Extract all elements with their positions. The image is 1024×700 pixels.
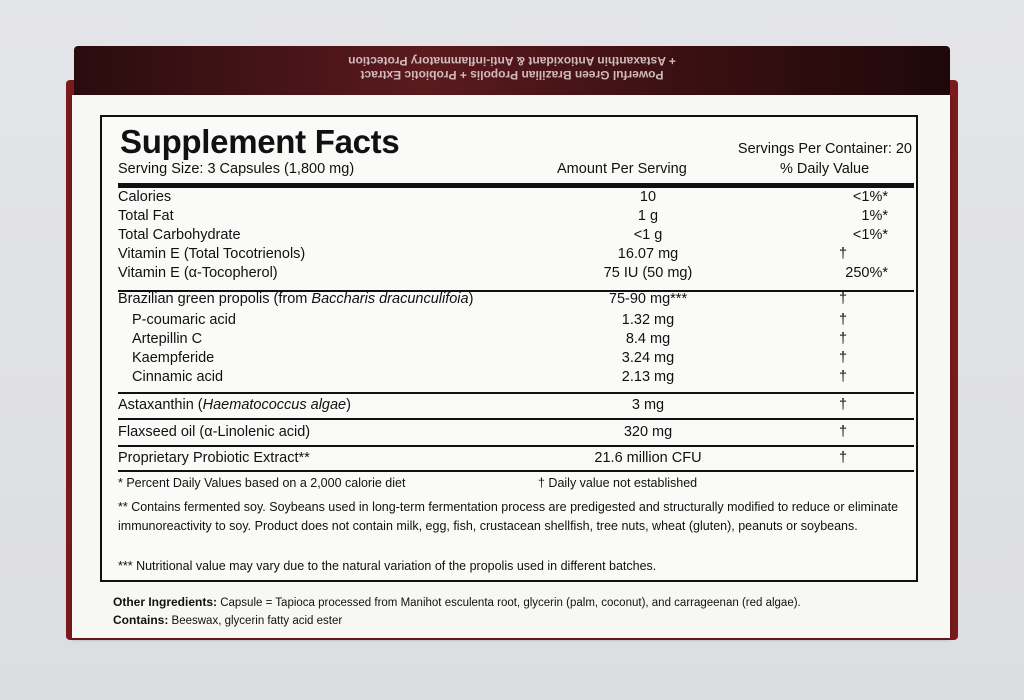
nutrient-name: P-coumaric acid [132,312,236,328]
nutrient-amount: 1.32 mg [621,312,675,328]
facts-row: Vitamin E (Total Tocotrienols) 16.07 mg … [118,246,916,265]
nutrient-amount: 16.07 mg [617,246,679,262]
facts-title: Supplement Facts [120,123,400,160]
flap-tagline: Powerful Green Brazilian Propolis + Prob… [348,54,676,82]
facts-row: Vitamin E (α-Tocopherol) 75 IU (50 mg) 2… [118,265,916,284]
facts-row: Total Fat 1 g 1%* [118,208,916,227]
facts-row: Artepillin C 8.4 mg † [118,331,916,350]
nutrient-dv: † [838,331,848,347]
nutrient-name: Cinnamic acid [132,369,224,385]
nutrient-amount: 10 [639,189,657,205]
servings-per-container: Servings Per Container: 20 [737,141,912,157]
nutrient-amount: 2.13 mg [621,369,675,385]
nutrient-dv: 1%* [861,208,888,224]
nutrient-dv: † [838,350,848,366]
facts-row-flaxseed: Flaxseed oil (α-Linolenic acid) 320 mg † [118,424,848,440]
nutrient-name: Vitamin E (Total Tocotrienols) [118,246,306,262]
divider [118,418,914,420]
col-dv-header: % Daily Value [780,161,870,177]
nutrient-dv: <1%* [852,189,888,205]
thick-divider [118,183,914,188]
nutrient-name: Calories [118,189,172,205]
nutrient-amount: 75 IU (50 mg) [603,265,693,281]
footnote-percent-dv: * Percent Daily Values based on a 2,000 … [118,476,698,490]
nutrient-dv: † [838,369,848,385]
nutrient-name: Total Carbohydrate [118,227,241,243]
box-top-flap: Powerful Green Brazilian Propolis + Prob… [74,46,950,96]
facts-row-astaxanthin: Astaxanthin (Haematococcus algae) 3 mg † [118,397,848,413]
divider [118,392,914,394]
nutrient-name: Kaempferide [132,350,215,366]
divider [118,445,914,447]
facts-row: Calories 10 <1%* [118,189,916,208]
facts-row-propolis: Brazilian green propolis (from Baccharis… [118,291,848,307]
nutrient-name: Total Fat [118,208,174,224]
divider [118,470,914,472]
nutrient-dv: <1%* [852,227,888,243]
footnote-soy: ** Contains fermented soy. Soybeans used… [118,500,899,533]
facts-row: Total Carbohydrate <1 g <1%* [118,227,916,246]
serving-size: Serving Size: 3 Capsules (1,800 mg) [118,161,355,177]
nutrient-amount: <1 g [633,227,663,243]
facts-row: Kaempferide 3.24 mg † [118,350,916,369]
other-ingredients: Other Ingredients: Capsule = Tapioca pro… [113,595,801,609]
contains: Contains: Beeswax, glycerin fatty acid e… [113,613,343,627]
nutrient-name: Vitamin E (α-Tocopherol) [118,265,278,281]
col-amount-header: Amount Per Serving [557,161,687,177]
nutrient-dv: † [838,246,848,262]
nutrient-dv: 250%* [845,265,888,281]
facts-row-probiotic: Proprietary Probiotic Extract** 21.6 mil… [118,450,848,466]
nutrient-amount: 8.4 mg [625,331,671,347]
nutrient-dv: † [838,312,848,328]
footnote-variation: *** Nutritional value may vary due to th… [118,559,657,573]
divider [118,290,914,292]
supplement-facts-panel: Supplement Facts Servings Per Container:… [100,115,918,582]
facts-row: P-coumaric acid 1.32 mg † [118,312,916,331]
nutrient-amount: 1 g [637,208,659,224]
nutrient-name: Artepillin C [132,331,203,347]
facts-row: Cinnamic acid 2.13 mg † [118,369,916,388]
nutrient-amount: 3.24 mg [621,350,675,366]
